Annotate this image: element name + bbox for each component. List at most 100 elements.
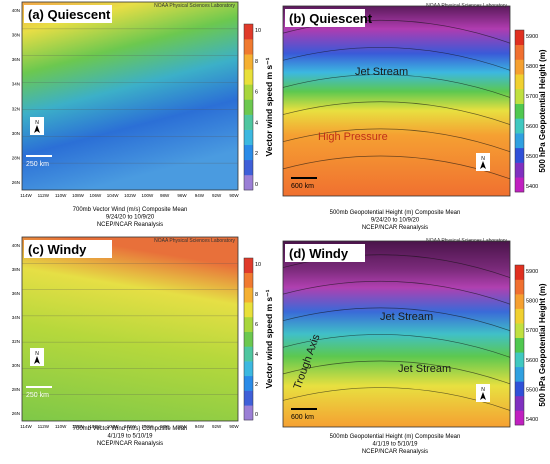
colorbar-cell xyxy=(244,390,253,406)
lat-tick: 32N xyxy=(12,339,20,344)
north-label: N xyxy=(481,387,485,393)
lon-tick: 110W xyxy=(55,424,67,429)
colorbar-title: Vector wind speed m s⁻¹ xyxy=(264,289,274,388)
colorbar-frame xyxy=(243,257,254,421)
caption-line: 9/24/20 to 10/9/20 xyxy=(106,215,155,221)
lon-tick: 110W xyxy=(55,193,67,198)
lon-tick: 100W xyxy=(141,193,154,198)
colorbar-tick: 5700 xyxy=(526,328,538,334)
colorbar-cell xyxy=(515,352,524,368)
scale-label: 250 km xyxy=(26,392,49,399)
caption-line: 500mb Geopotential Height (m) Composite … xyxy=(330,434,461,440)
contour xyxy=(282,101,511,125)
scale-label: 600 km xyxy=(291,414,314,421)
colorbar-cell xyxy=(515,59,524,75)
lon-tick: 108W xyxy=(72,193,85,198)
caption-line: 500mb Geopotential Height (m) Composite … xyxy=(330,210,461,216)
colorbar-cell xyxy=(244,114,253,130)
lat-tick: 26N xyxy=(12,180,20,185)
source-label: NOAA Physical Sciences Laboratory xyxy=(426,3,507,9)
contour xyxy=(282,128,511,153)
caption-line: NCEP/NCAR Reanalysis xyxy=(362,225,428,231)
lat-tick: 30N xyxy=(12,363,20,368)
colorbar-tick: 0 xyxy=(255,412,258,418)
lat-tick: 38N xyxy=(12,267,20,272)
lon-tick: 112W xyxy=(38,193,50,198)
contour xyxy=(282,74,511,98)
lat-tick: 26N xyxy=(12,411,20,416)
colorbar-tick: 5900 xyxy=(526,269,538,275)
colorbar-cell xyxy=(515,308,524,324)
colorbar-cell xyxy=(244,39,253,55)
colorbar-cell xyxy=(515,88,524,104)
lon-tick: 106W xyxy=(89,193,102,198)
lon-tick: 104W xyxy=(107,424,120,429)
colorbar-cell xyxy=(244,375,253,391)
colorbar-tick: 4 xyxy=(255,352,258,358)
caption-line: 4/1/19 to 5/10/19 xyxy=(372,442,418,448)
lat-tick: 28N xyxy=(12,155,20,160)
lon-tick: 98W xyxy=(160,424,170,429)
contour xyxy=(282,334,511,358)
lon-tick: 90W xyxy=(229,424,239,429)
north-label: N xyxy=(35,120,39,126)
colorbar-cell xyxy=(244,272,253,288)
lon-tick: 102W xyxy=(124,424,137,429)
panel-label: (b) Quiescent xyxy=(289,11,373,26)
colorbar-cell xyxy=(515,162,524,178)
lat-tick: 32N xyxy=(12,106,20,111)
colorbar-cell xyxy=(244,99,253,115)
caption-line: 700mb Vector Wind (m/s) Composite Mean xyxy=(73,426,188,432)
colorbar-cell xyxy=(244,159,253,176)
colorbar-cell xyxy=(515,279,524,295)
contour xyxy=(282,360,511,385)
panel-label-box xyxy=(24,5,112,23)
colorbar-cell xyxy=(515,30,524,46)
colorbar-cell xyxy=(515,366,524,382)
colorbar-cell xyxy=(515,147,524,163)
colorbar-title: 500 hPa Geopotential Height (m) xyxy=(538,283,547,406)
north-arrow xyxy=(34,356,40,364)
colorbar-cell xyxy=(244,302,253,318)
source-label: NOAA Physical Sciences Laboratory xyxy=(154,238,235,244)
colorbar-cell xyxy=(515,410,524,426)
colorbar-tick: 5400 xyxy=(526,184,538,190)
caption-line: NCEP/NCAR Reanalysis xyxy=(362,449,428,455)
panel-label: (c) Windy xyxy=(28,242,87,257)
lon-tick: 112W xyxy=(38,424,50,429)
north-label: N xyxy=(35,351,39,357)
lon-tick: 114W xyxy=(20,424,32,429)
colorbar-cell xyxy=(515,395,524,411)
colorbar-cell xyxy=(515,265,524,280)
colorbar-tick: 8 xyxy=(255,59,258,65)
colorbar-cell xyxy=(244,258,253,274)
annotation: Jet Stream xyxy=(355,66,408,78)
colorbar-tick: 5600 xyxy=(526,358,538,364)
colorbar-cell xyxy=(244,405,253,421)
colorbar-tick: 5700 xyxy=(526,94,538,100)
panel-label-box xyxy=(285,9,365,27)
lon-tick: 102W xyxy=(124,193,137,198)
panel-label-box xyxy=(285,244,365,262)
lat-tick: 30N xyxy=(12,131,20,136)
panel-label: (a) Quiescent xyxy=(28,7,111,22)
colorbar-cell xyxy=(244,144,253,161)
lon-tick: 108W xyxy=(72,424,85,429)
colorbar-tick: 4 xyxy=(255,120,258,126)
caption-line: NCEP/NCAR Reanalysis xyxy=(97,441,163,447)
colorbar-tick: 8 xyxy=(255,292,258,298)
lon-tick: 100W xyxy=(141,424,154,429)
lon-tick: 114W xyxy=(20,193,32,198)
colorbar-tick: 6 xyxy=(255,90,258,96)
north-arrow xyxy=(34,125,40,133)
colorbar-frame xyxy=(243,23,254,191)
lon-tick: 94W xyxy=(195,424,205,429)
colorbar-title: 500 hPa Geopotential Height (m) xyxy=(538,49,547,172)
colorbar-cell xyxy=(515,381,524,397)
colorbar-tick: 5500 xyxy=(526,154,538,160)
colorbar-tick: 10 xyxy=(255,28,261,34)
colorbar-tick: 5800 xyxy=(526,299,538,305)
colorbar-cell xyxy=(515,118,524,134)
lat-tick: 36N xyxy=(12,57,20,62)
colorbar-cell xyxy=(515,294,524,309)
